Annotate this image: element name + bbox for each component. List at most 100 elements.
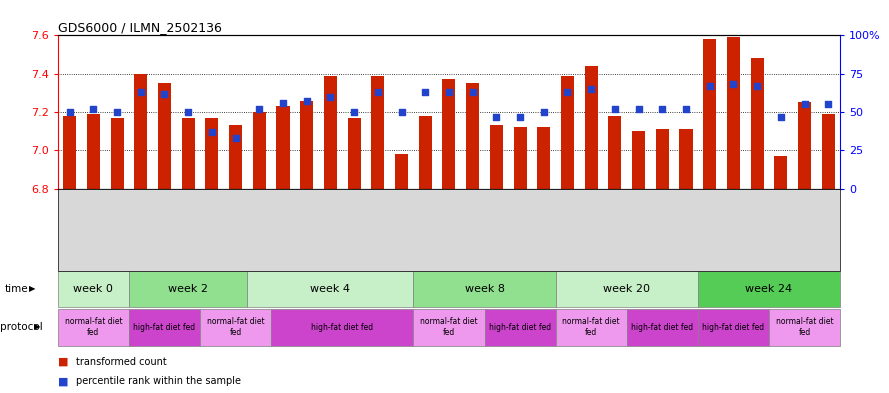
Bar [247, 271, 413, 307]
Text: ■: ■ [58, 356, 68, 367]
Text: high-fat diet fed: high-fat diet fed [311, 323, 373, 332]
Bar [129, 271, 247, 307]
Point [489, 114, 503, 120]
Bar [58, 271, 129, 307]
Text: ■: ■ [58, 376, 68, 386]
Bar [181, 118, 195, 189]
Bar [514, 127, 526, 189]
Point [726, 81, 741, 88]
Text: normal-fat diet
fed: normal-fat diet fed [776, 318, 833, 337]
Text: transformed count: transformed count [76, 356, 166, 367]
Bar [271, 309, 413, 346]
Point [418, 89, 432, 95]
Text: week 24: week 24 [745, 284, 793, 294]
Bar [656, 129, 669, 189]
Point [442, 89, 456, 95]
Point [371, 89, 385, 95]
Bar [698, 309, 769, 346]
Bar [556, 309, 627, 346]
Point [204, 129, 219, 135]
Point [276, 100, 290, 106]
Bar [798, 103, 811, 189]
Point [560, 89, 574, 95]
Point [797, 101, 812, 107]
Bar [632, 131, 645, 189]
Point [513, 114, 527, 120]
Point [821, 101, 836, 107]
Point [300, 98, 314, 105]
Bar [556, 271, 698, 307]
Text: normal-fat diet
fed: normal-fat diet fed [420, 318, 477, 337]
Bar [821, 114, 835, 189]
Point [324, 94, 338, 100]
Bar [485, 309, 556, 346]
Text: normal-fat diet
fed: normal-fat diet fed [563, 318, 620, 337]
Bar [252, 112, 266, 189]
Point [537, 109, 551, 115]
Text: week 4: week 4 [310, 284, 350, 294]
Point [750, 83, 765, 89]
Text: high-fat diet fed: high-fat diet fed [489, 323, 551, 332]
Point [631, 106, 645, 112]
Bar [561, 75, 574, 189]
Bar [703, 39, 717, 189]
Bar [205, 118, 219, 189]
Bar [134, 73, 148, 189]
Bar [466, 83, 479, 189]
Point [679, 106, 693, 112]
Bar [769, 309, 840, 346]
Bar [627, 309, 698, 346]
Bar [158, 83, 171, 189]
Bar [419, 116, 432, 189]
Text: normal-fat diet
fed: normal-fat diet fed [207, 318, 264, 337]
Text: week 2: week 2 [168, 284, 208, 294]
Bar [537, 127, 550, 189]
Text: ▶: ▶ [29, 285, 36, 293]
Point [608, 106, 622, 112]
Text: week 8: week 8 [465, 284, 504, 294]
Point [86, 106, 100, 112]
Point [466, 89, 480, 95]
Bar [324, 75, 337, 189]
Bar [585, 66, 597, 189]
Text: percentile rank within the sample: percentile rank within the sample [76, 376, 241, 386]
Point [181, 109, 196, 115]
Bar [750, 58, 764, 189]
Bar [413, 271, 556, 307]
Bar [698, 271, 840, 307]
Text: protocol: protocol [0, 322, 43, 332]
Text: normal-fat diet
fed: normal-fat diet fed [65, 318, 122, 337]
Text: high-fat diet fed: high-fat diet fed [133, 323, 196, 332]
Bar [490, 125, 503, 189]
Bar [443, 79, 455, 189]
Point [347, 109, 361, 115]
Bar [372, 75, 384, 189]
Text: week 0: week 0 [74, 284, 113, 294]
Bar [300, 101, 313, 189]
Text: GDS6000 / ILMN_2502136: GDS6000 / ILMN_2502136 [58, 21, 221, 34]
Text: high-fat diet fed: high-fat diet fed [702, 323, 765, 332]
Text: ▶: ▶ [34, 323, 40, 331]
Point [62, 109, 76, 115]
Bar [276, 106, 290, 189]
Point [395, 109, 409, 115]
Point [228, 135, 243, 141]
Point [702, 83, 717, 89]
Bar [63, 116, 76, 189]
Point [110, 109, 124, 115]
Point [252, 106, 267, 112]
Bar [58, 309, 129, 346]
Point [655, 106, 669, 112]
Bar [87, 114, 100, 189]
Bar [395, 154, 408, 189]
Bar [679, 129, 693, 189]
Bar [348, 118, 361, 189]
Point [133, 89, 148, 95]
Bar [608, 116, 621, 189]
Point [773, 114, 788, 120]
Bar [200, 309, 271, 346]
Bar [774, 156, 788, 189]
Point [157, 90, 172, 97]
Point [584, 86, 598, 92]
Text: high-fat diet fed: high-fat diet fed [631, 323, 693, 332]
